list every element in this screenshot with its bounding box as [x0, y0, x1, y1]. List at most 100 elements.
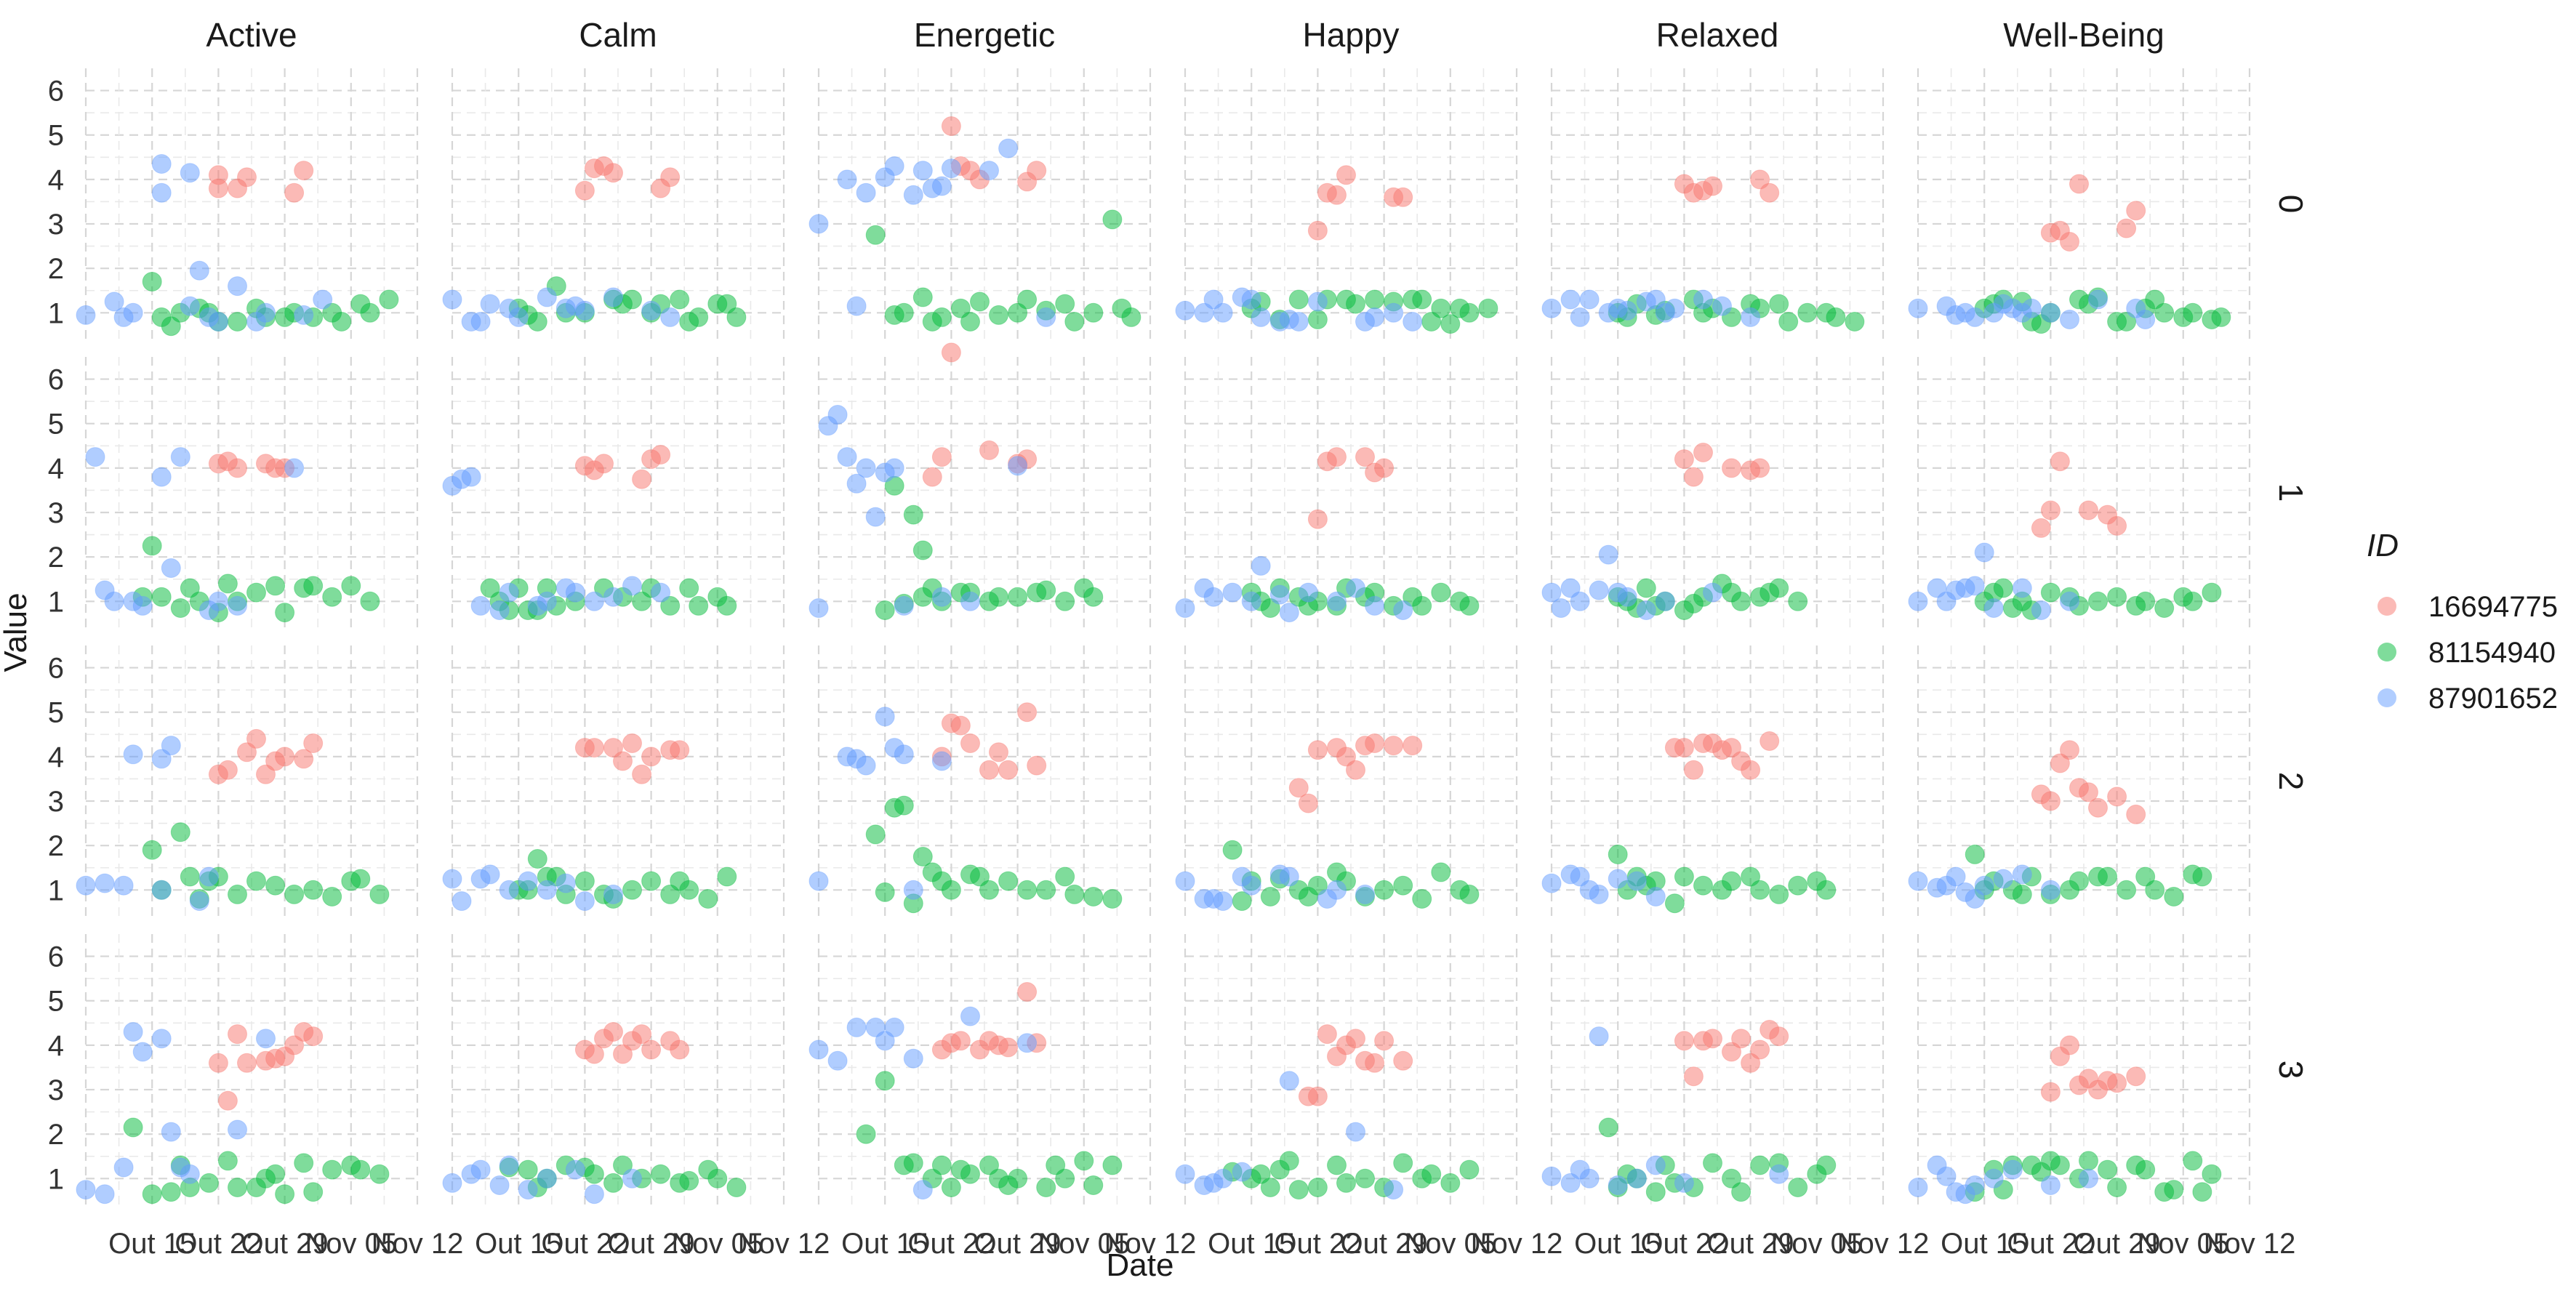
data-point: [1393, 187, 1413, 207]
data-point: [1374, 1031, 1395, 1051]
y-tick-label: 1: [48, 1163, 64, 1195]
x-tick-label: Out 29: [1341, 1228, 1428, 1260]
data-point: [584, 1164, 604, 1184]
data-point: [1384, 302, 1404, 323]
data-point: [1412, 289, 1432, 310]
data-point: [2040, 1175, 2061, 1195]
data-point: [161, 1182, 181, 1202]
legend-items: 16694775 81154940 87901652: [2378, 591, 2558, 715]
data-point: [1222, 840, 1243, 860]
data-point: [584, 1044, 604, 1064]
data-point: [1459, 1159, 1480, 1180]
data-point: [846, 1017, 867, 1037]
data-point: [1017, 289, 1038, 310]
data-point: [1327, 1155, 1347, 1175]
data-point: [1908, 1178, 1928, 1197]
data-point: [2040, 582, 2061, 603]
data-point: [1598, 544, 1618, 565]
data-point: [1993, 578, 2013, 598]
data-point: [2031, 600, 2051, 620]
data-point: [1826, 307, 1846, 327]
data-point: [1927, 578, 1947, 598]
data-point: [894, 795, 914, 816]
data-point: [1279, 603, 1299, 623]
data-point: [1307, 740, 1328, 760]
data-point: [1674, 1031, 1694, 1051]
data-point: [2088, 591, 2108, 611]
data-point: [2050, 1155, 2070, 1175]
data-point: [1645, 887, 1666, 906]
data-point: [452, 891, 472, 912]
data-point: [1036, 880, 1056, 900]
data-point: [922, 467, 942, 487]
y-tick-label: 3: [48, 786, 64, 818]
data-point: [332, 312, 352, 331]
data-point: [1908, 871, 1928, 891]
data-point: [95, 873, 115, 893]
x-tick-label: Out 22: [907, 1228, 995, 1260]
data-points: [76, 116, 2231, 1204]
data-point: [1260, 598, 1280, 618]
facet-col-label: Energetic: [914, 16, 1055, 54]
data-point: [979, 1155, 999, 1175]
data-point: [1703, 1153, 1722, 1173]
data-point: [85, 447, 105, 467]
x-tick-label: Out 15: [1574, 1228, 1661, 1260]
data-point: [95, 1184, 115, 1204]
data-point: [2088, 797, 2108, 818]
x-tick-label: Nov 05: [1038, 1228, 1130, 1260]
data-point: [142, 1184, 162, 1204]
y-tick-label: 4: [48, 741, 64, 773]
data-point: [912, 847, 933, 866]
data-point: [1222, 582, 1243, 603]
data-point: [2116, 880, 2137, 900]
data-point: [1279, 1071, 1299, 1091]
data-point: [837, 169, 857, 190]
data-point: [2069, 174, 2089, 194]
data-point: [1626, 1168, 1647, 1189]
x-tick-label: Nov 12: [372, 1228, 464, 1260]
data-point: [161, 1122, 181, 1142]
y-tick-label: 3: [48, 1074, 64, 1106]
data-point: [1788, 1178, 1808, 1197]
data-point: [256, 764, 276, 784]
facet-col-label: Well-Being: [2003, 16, 2164, 54]
legend-label: 16694775: [2428, 591, 2558, 623]
data-point: [1008, 302, 1028, 323]
data-point: [1017, 702, 1038, 723]
data-point: [1440, 1173, 1461, 1193]
data-point: [1055, 294, 1075, 314]
data-point: [884, 1017, 904, 1037]
x-tick-label: Nov 12: [1104, 1228, 1197, 1260]
data-point: [228, 312, 247, 331]
data-point: [350, 869, 371, 889]
data-point: [470, 312, 491, 331]
data-point: [1036, 1178, 1056, 1197]
data-point: [480, 578, 500, 598]
data-point: [303, 576, 324, 596]
data-point: [1608, 869, 1628, 889]
data-point: [1393, 1153, 1413, 1173]
data-point: [2164, 887, 2184, 906]
data-point: [856, 182, 876, 203]
data-point: [1288, 312, 1309, 331]
data-point: [499, 880, 519, 900]
data-point: [1778, 312, 1799, 331]
data-point: [1102, 1155, 1123, 1175]
x-tick-label: Out 22: [1640, 1228, 1728, 1260]
data-point: [303, 733, 324, 753]
x-tick-label: Out 29: [974, 1228, 1062, 1260]
facet-col-label: Happy: [1303, 16, 1400, 54]
data-point: [2060, 232, 2079, 252]
data-point: [1346, 578, 1365, 598]
data-point: [1965, 307, 1985, 327]
data-point: [2060, 310, 2079, 329]
data-point: [480, 864, 500, 885]
data-point: [2154, 302, 2175, 323]
data-point: [1750, 458, 1770, 478]
data-point: [228, 458, 247, 478]
data-point: [2060, 1035, 2079, 1055]
data-point: [613, 751, 633, 771]
data-point: [1251, 1164, 1271, 1184]
